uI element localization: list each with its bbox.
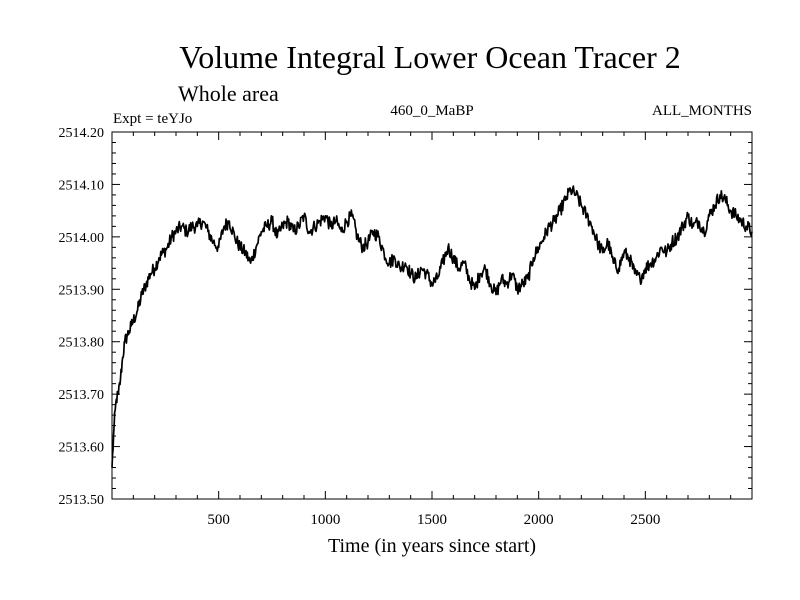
- x-tick-label: 2500: [630, 512, 660, 528]
- x-axis: 500 1000 1500 2000 2500: [132, 132, 732, 528]
- experiment-label: Expt = teYJo: [113, 111, 192, 127]
- y-tick-label: 2514.10: [59, 178, 105, 193]
- x-tick-label: 1000: [310, 512, 340, 528]
- y-tick-label: 2513.50: [59, 493, 105, 508]
- y-tick-label: 2514.00: [59, 231, 105, 246]
- series-line: [111, 185, 753, 468]
- x-tick-label: 500: [207, 512, 230, 528]
- x-tick-label: 1500: [417, 512, 447, 528]
- chart-title: Volume Integral Lower Ocean Tracer 2: [179, 39, 680, 75]
- y-tick-label: 2514.20: [59, 126, 105, 141]
- y-tick-label: 2513.80: [59, 336, 105, 351]
- months-label: ALL_MONTHS: [652, 103, 752, 119]
- plot-area: [111, 131, 753, 500]
- y-axis: 2513.50 2513.60 2513.70 2513.80 2513.90 2514.…: [59, 126, 752, 508]
- chart-subtitle: Whole area: [178, 81, 279, 106]
- y-tick-label: 2513.70: [59, 388, 105, 403]
- y-tick-label: 2513.90: [59, 283, 105, 298]
- x-axis-label: Time (in years since start): [328, 535, 536, 557]
- period-label: 460_0_MaBP: [390, 103, 473, 119]
- y-tick-label: 2513.60: [59, 441, 105, 456]
- x-tick-label: 2000: [524, 512, 554, 528]
